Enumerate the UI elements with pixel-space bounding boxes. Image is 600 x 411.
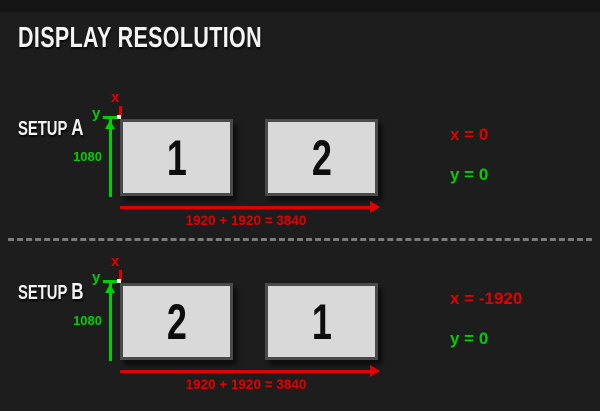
- y-value: y = 0: [450, 329, 489, 348]
- width-dimension-line: [120, 370, 372, 373]
- page-title: DISPLAY RESOLUTION: [18, 22, 262, 54]
- monitor-left: 1: [120, 119, 233, 196]
- monitor-number: 1: [166, 129, 187, 186]
- monitor-right: 1: [265, 283, 378, 360]
- width-equation: 1920 + 1920 = 3840: [185, 213, 307, 228]
- x-axis-tick: [119, 270, 122, 281]
- arrow-right-icon: [370, 201, 380, 213]
- y-axis-label: y: [92, 269, 101, 286]
- origin-marker: [117, 115, 121, 119]
- setup-b-label-letter: B: [71, 278, 84, 304]
- y-axis-label: y: [92, 105, 101, 122]
- y-axis-tick: [103, 116, 118, 119]
- y-value: y = 0: [450, 165, 489, 184]
- display-resolution-diagram: { "title": "DISPLAY RESOLUTION", "colors…: [0, 0, 600, 392]
- dashed-divider: [8, 238, 592, 241]
- setup-a-section: SETUP A x y 1080 1 2 1920 + 1920 = 3840 …: [0, 85, 600, 247]
- monitor-right: 2: [265, 119, 378, 196]
- monitor-number: 2: [166, 293, 187, 350]
- monitor-number: 2: [311, 129, 332, 186]
- height-dimension-line: [109, 283, 112, 361]
- x-value: x = -1920: [450, 289, 523, 308]
- monitor-left: 2: [120, 283, 233, 360]
- y-axis-tick: [103, 280, 118, 283]
- arrow-up-icon: [105, 284, 115, 293]
- origin-marker: [117, 279, 121, 283]
- x-axis-tick: [119, 106, 122, 117]
- x-axis-label: x: [111, 253, 120, 270]
- height-label: 1080: [73, 313, 102, 328]
- setup-b-label: SETUP B: [18, 278, 84, 305]
- monitor-number: 1: [311, 293, 332, 350]
- height-dimension-line: [109, 119, 112, 197]
- width-equation: 1920 + 1920 = 3840: [185, 377, 307, 392]
- height-label: 1080: [73, 149, 102, 164]
- setup-a-label: SETUP A: [18, 114, 84, 141]
- setup-a-label-prefix: SETUP: [18, 118, 68, 140]
- setup-b-label-prefix: SETUP: [18, 282, 68, 304]
- x-axis-label: x: [111, 89, 120, 106]
- arrow-right-icon: [370, 365, 380, 377]
- width-dimension-line: [120, 206, 372, 209]
- setup-a-label-letter: A: [71, 114, 84, 140]
- setup-b-section: SETUP B x y 1080 2 1 1920 + 1920 = 3840 …: [0, 249, 600, 411]
- x-value: x = 0: [450, 125, 489, 144]
- top-band: [0, 0, 600, 12]
- arrow-up-icon: [105, 120, 115, 129]
